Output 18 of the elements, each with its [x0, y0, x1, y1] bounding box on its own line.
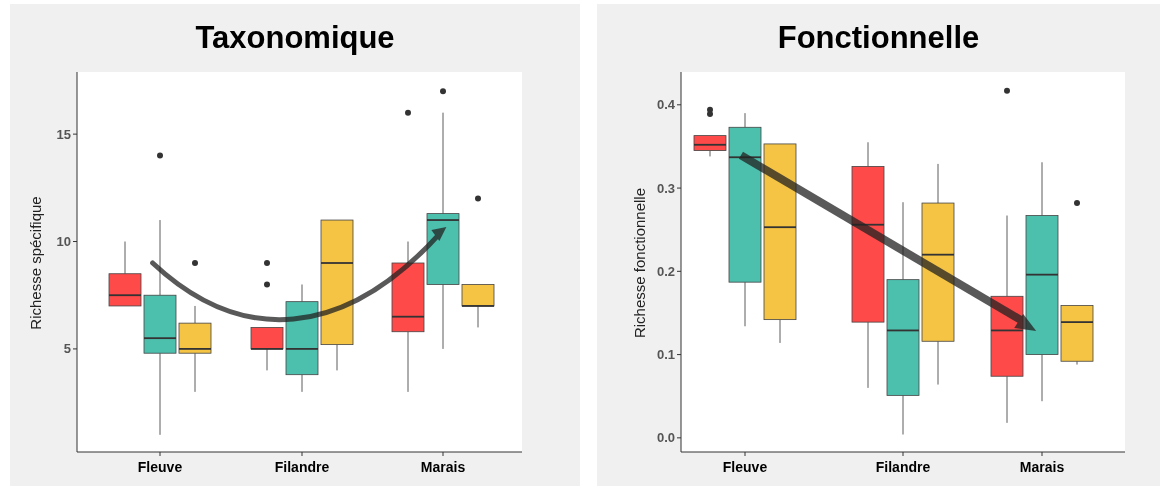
x-tick-label: Fleuve	[137, 459, 183, 475]
y-tick-label: 5	[63, 341, 71, 357]
y-axis-title: Richesse fonctionnelle	[631, 187, 648, 339]
x-tick-label: Filandre	[875, 459, 931, 475]
y-axis-title: Richesse spécifique	[27, 196, 44, 330]
x-tick-label: Fleuve	[722, 459, 768, 475]
y-tick-label: 0.0	[656, 430, 675, 446]
chart-title: Fonctionnelle	[777, 20, 980, 55]
y-tick-label: 15	[56, 126, 71, 142]
x-tick-label: Marais	[420, 459, 466, 475]
x-tick-label: Marais	[1019, 459, 1065, 475]
y-tick-label: 0.2	[656, 263, 675, 279]
y-tick-label: 0.1	[656, 347, 675, 363]
x-tick-label: Filandre	[274, 459, 330, 475]
chart-title: Taxonomique	[195, 20, 395, 55]
y-tick-label: 10	[56, 234, 71, 250]
y-tick-label: 0.4	[656, 97, 676, 113]
y-tick-label: 0.3	[656, 180, 675, 196]
